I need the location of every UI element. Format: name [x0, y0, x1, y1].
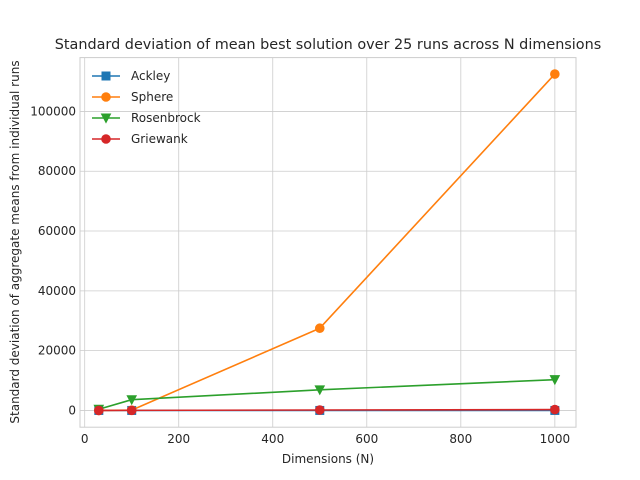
data-point-griewank	[314, 405, 325, 415]
legend-label-rosenbrock: Rosenbrock	[131, 111, 201, 125]
data-point-griewank	[550, 404, 560, 415]
legend-label-ackley: Ackley	[131, 69, 170, 83]
y-tick-label: 100000	[30, 104, 76, 118]
chart-title: Standard deviation of mean best solution…	[55, 37, 601, 53]
series-line-rosenbrock	[98, 378, 555, 411]
y-tick-label: 60000	[38, 224, 76, 238]
data-point-rosenbrock	[314, 385, 326, 396]
data-point-sphere	[314, 323, 325, 334]
legend-marker-ackley	[101, 71, 111, 81]
y-axis-label: Standard deviation of aggregate means fr…	[8, 60, 22, 423]
x-tick-label: 200	[167, 432, 190, 446]
x-tick-label: 1000	[540, 432, 571, 446]
legend-item-ackley: Ackley	[92, 69, 170, 83]
plot-frame	[79, 57, 577, 428]
x-tick-label: 800	[449, 432, 472, 446]
data-point-rosenbrock	[126, 395, 138, 406]
legend-item-griewank: Griewank	[92, 132, 188, 146]
data-point-sphere	[550, 69, 560, 79]
legend-label-griewank: Griewank	[131, 132, 188, 146]
plot-background	[80, 57, 576, 428]
data-point-rosenbrock	[549, 375, 561, 386]
legend-label-sphere: Sphere	[131, 90, 173, 104]
y-tick-label: 0	[68, 403, 76, 417]
legend-marker-sphere	[101, 92, 111, 102]
x-tick-label: 0	[81, 432, 89, 446]
x-axis-ticks: 0 200 400 600 800 1000	[81, 432, 570, 446]
legend-marker-griewank	[101, 134, 111, 144]
series-griewank	[94, 404, 560, 416]
series-layer	[93, 69, 561, 416]
data-point-griewank	[126, 405, 137, 416]
legend-item-sphere: Sphere	[92, 90, 173, 104]
legend-item-rosenbrock: Rosenbrock	[92, 111, 201, 125]
y-axis-ticks: 0 20000 40000 60000 80000 100000	[30, 104, 76, 417]
x-tick-label: 600	[355, 432, 378, 446]
y-tick-label: 80000	[38, 164, 76, 178]
y-tick-label: 20000	[38, 344, 76, 358]
legend: Ackley Sphere Rosenbrock Griewank	[92, 69, 201, 146]
series-line-griewank	[98, 408, 555, 412]
y-tick-label: 40000	[38, 284, 76, 298]
data-point-griewank	[94, 405, 104, 416]
legend-marker-rosenbrock	[100, 113, 112, 124]
x-tick-label: 400	[261, 432, 284, 446]
plot-area	[79, 57, 577, 428]
x-axis-label: Dimensions (N)	[282, 452, 374, 466]
